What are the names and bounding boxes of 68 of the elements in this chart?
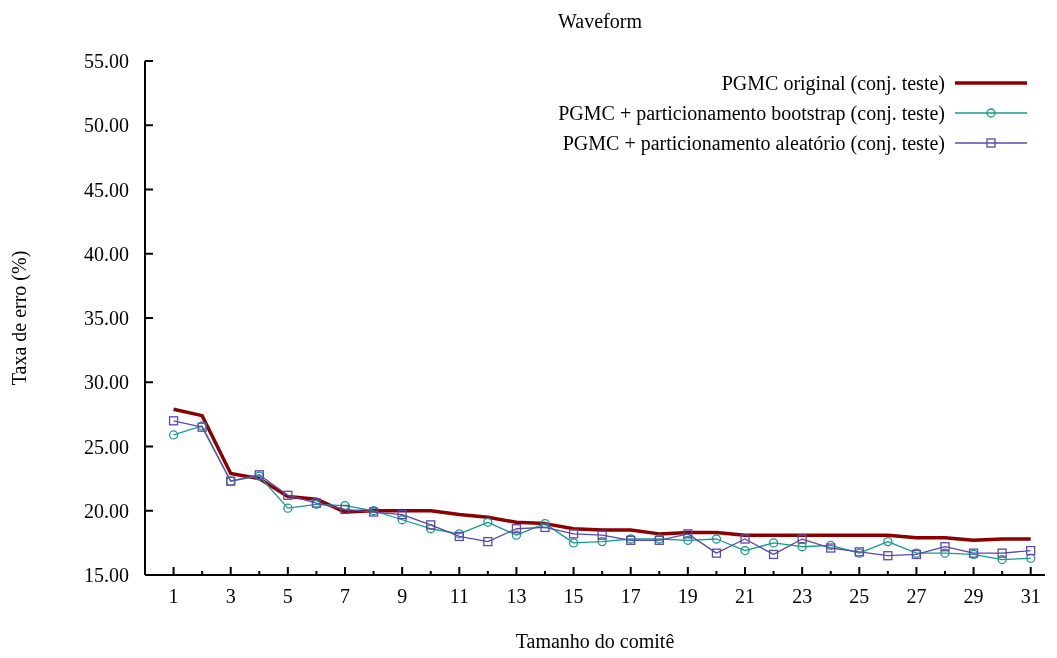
y-tick-label: 50.00: [84, 114, 129, 137]
point: [426, 520, 436, 530]
point: [340, 504, 350, 515]
point: [1026, 545, 1036, 556]
point: [168, 430, 179, 440]
x-tick-label: 31: [1020, 585, 1041, 607]
x-tick-label: 21: [735, 585, 755, 607]
point: [797, 534, 807, 544]
point: [568, 538, 579, 548]
point: [511, 530, 522, 540]
point: [883, 536, 893, 547]
x-axis-title: Tamanho do comitê: [515, 630, 675, 652]
point: [711, 534, 722, 544]
point: [511, 524, 522, 534]
y-tick-label: 40.00: [84, 242, 129, 265]
x-tick-label: 11: [449, 585, 469, 607]
y-tick-label: 45.00: [84, 178, 129, 201]
point: [483, 536, 493, 547]
point: [683, 529, 693, 539]
point: [797, 542, 807, 552]
y-tick-label: 25.00: [84, 435, 129, 458]
x-tick-label: 9: [397, 585, 408, 607]
point: [997, 554, 1007, 565]
point: [168, 416, 179, 426]
point: [940, 542, 950, 552]
point: [711, 548, 722, 558]
point: [883, 551, 893, 561]
y-tick-label: 30.00: [84, 371, 129, 394]
y-tick-label: 15.00: [84, 564, 129, 586]
chart-title: Waveform: [558, 10, 643, 32]
x-tick-label: 1: [168, 585, 179, 607]
x-tick-label: 15: [563, 585, 584, 607]
point: [426, 524, 436, 534]
point: [397, 509, 407, 520]
point: [568, 529, 579, 539]
point: [597, 530, 607, 540]
point: [283, 490, 293, 500]
point: [997, 548, 1007, 558]
x-tick-label: 19: [677, 585, 698, 607]
x-tick-label: 7: [340, 585, 350, 607]
y-axis-title: Taxa de erro (%): [8, 250, 31, 386]
x-tick-label: 5: [282, 585, 293, 607]
x-tick-label: 17: [620, 585, 641, 607]
point: [483, 517, 493, 527]
x-tick-label: 13: [506, 585, 527, 607]
point: [540, 518, 550, 529]
point: [397, 515, 407, 525]
point: [768, 538, 779, 548]
point: [740, 534, 750, 544]
x-tick-label: 25: [849, 585, 870, 607]
point: [768, 549, 779, 560]
x-tick-label: 29: [963, 585, 984, 607]
legend-label: PGMC + particionamento aleatório (conj. teste): [562, 132, 945, 155]
y-tick-label: 55.00: [84, 50, 129, 72]
x-tick-label: 23: [792, 585, 813, 607]
x-tick-label: 3: [225, 585, 236, 607]
y-tick-label: 20.00: [84, 499, 129, 522]
point: [540, 522, 550, 533]
legend-label: PGMC original (conj. teste): [721, 72, 945, 95]
point: [597, 536, 607, 547]
y-tick-label: 35.00: [84, 307, 129, 329]
point: [940, 548, 950, 558]
legend-label: PGMC + particionamento bootstrap (conj. teste): [558, 102, 945, 125]
point: [740, 545, 750, 556]
point: [683, 535, 693, 545]
point: [1026, 553, 1036, 563]
point: [283, 503, 293, 513]
x-tick-label: 27: [906, 585, 927, 607]
